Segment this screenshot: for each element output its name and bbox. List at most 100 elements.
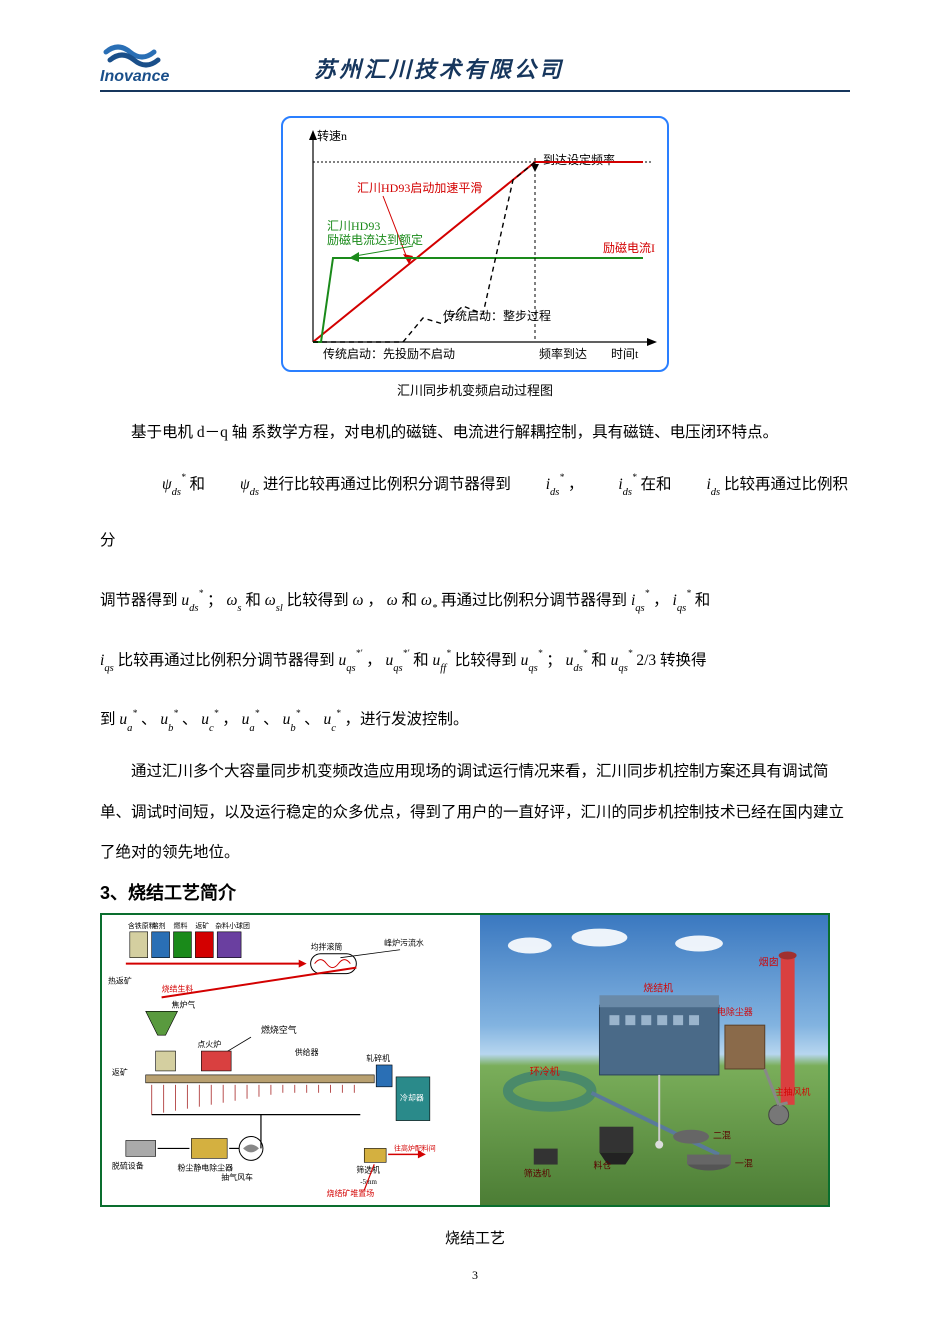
text: ； (207, 592, 223, 609)
text: ， (653, 592, 669, 609)
text: 比较再通过比例积分调节器得到 (118, 652, 335, 669)
u-ff-star: uff* (433, 633, 451, 689)
coke-gas-label: 焦炉气 (172, 1000, 196, 1010)
text: 再通过比例积分调节器得到 (441, 592, 627, 609)
u-c-star: uc* (201, 692, 218, 748)
text: 和 (591, 652, 607, 669)
return-label: 返矿 (112, 1067, 128, 1077)
silo-label: 料仓 (593, 1160, 611, 1171)
omega-sl: ωsl (265, 573, 283, 629)
text: ， (366, 652, 382, 669)
text: ， (367, 592, 383, 609)
u-ds-star-2: uds* (566, 633, 588, 689)
omega-s: ωs (226, 573, 241, 629)
omega-2: ω (387, 573, 398, 629)
i-qs-star: iqs* (631, 573, 649, 629)
u-qs-star-prime: uqs*' (338, 633, 362, 689)
paragraph-4: iqs 比较再通过比例积分调节器得到 uqs*' ， uqs*' 和 uff* … (100, 633, 850, 689)
text: 2/3 转换得 (636, 652, 706, 669)
paragraph-1: 基于电机 d－q 轴 系数学方程，对电机的磁链、电流进行解耦控制，具有磁链、电压… (100, 413, 850, 453)
bin-label-2: 燃料 (174, 921, 188, 930)
inovance-logo: Inovance (100, 40, 174, 84)
text: 调节器得到 (100, 592, 178, 609)
figure2-caption: 烧结工艺 (100, 1227, 850, 1248)
text: 和 (695, 592, 711, 609)
desulf-label: 脱硫设备 (112, 1160, 144, 1170)
i-qs-star-2: iqs* (673, 573, 691, 629)
text: ，进行发波控制。 (344, 711, 468, 728)
startup-chart-wrap: 转速n 到达设定频率 汇川HD93启动加速平滑 汇川HD93 励磁电流达到额定 … (100, 116, 850, 372)
red-line-label: 汇川HD93启动加速平滑 (357, 181, 482, 195)
green-bottom-label: 励磁电流达到额定 (327, 232, 423, 247)
bottom-right-label: 时间t (611, 347, 639, 361)
psi-ds: ψds (209, 457, 259, 513)
i-ds: ids (675, 457, 720, 513)
paragraph-2: ψds* 和 ψds 进行比较再通过比例积分调节器得到 ids* ， ids* … (100, 457, 850, 569)
sinter-raw-label: 烧结生料 (162, 984, 194, 994)
feeder-label: 供给器 (295, 1047, 319, 1057)
ring-cooler-label: 环冷机 (529, 1065, 559, 1078)
u-b-star: ub* (160, 692, 178, 748)
main-fan-label: 主抽风机 (774, 1086, 810, 1097)
text: 、 (263, 711, 279, 728)
to-bf-label: 往高炉配料间 (394, 1144, 436, 1153)
head-label: 筛选机 (523, 1168, 550, 1179)
hot-air-label: 燃烧空气 (261, 1024, 297, 1035)
text: 比较得到 (287, 592, 349, 609)
bin-label-1: 熔剂 (152, 921, 166, 930)
esp-label: 粉尘静电除尘器 (178, 1162, 234, 1172)
i-ds-star: ids* (515, 457, 564, 513)
text: 和 (190, 476, 206, 493)
screen-label: 筛选机 (356, 1164, 380, 1174)
u-b-star-2: ub* (283, 692, 301, 748)
logo-text: Inovance (100, 68, 169, 84)
startup-chart: 转速n 到达设定频率 汇川HD93启动加速平滑 汇川HD93 励磁电流达到额定 … (281, 116, 669, 372)
text: 和 (413, 652, 429, 669)
mix1-label: 一混 (734, 1159, 752, 1169)
i-ds-star-2: ids* (587, 457, 636, 513)
bottom-left-label: 传统启动：先投励不启动 (323, 346, 455, 361)
omega: ω (353, 573, 364, 629)
furnace-water-label: 峰炉污流水 (384, 938, 424, 948)
mix-drum-label: 均拌滚筒 (311, 942, 343, 952)
u-qs-star-prime-2: uqs*' (386, 633, 410, 689)
u-ds-star: uds* (181, 573, 203, 629)
paragraph-5: 到 ua* 、 ub* 、 uc* ， ua* 、 ub* 、 uc* ，进行发… (100, 692, 850, 748)
u-qs-star-4: uqs* (611, 633, 633, 689)
text: 、 (182, 711, 198, 728)
paragraph-3: 调节器得到 uds* ； ωs 和 ωsl 比较得到 ω ， ω 和 ω* 再通… (100, 573, 850, 629)
u-qs-star-3: uqs* (521, 633, 543, 689)
text: ； (546, 652, 562, 669)
i-qs: iqs (100, 633, 114, 689)
psi-ds-star: ψds* (131, 457, 186, 513)
sintering-flow-diagram: 含铁原料 熔剂 燃料 返矿 杂料小球团 均拌滚筒 峰炉污流水 烧结生料 热返矿 … (102, 915, 480, 1205)
text: ， (568, 476, 584, 493)
header-divider (100, 90, 850, 92)
fan-label: 抽气风车 (221, 1172, 253, 1182)
crusher-label: 轧碎机 (366, 1053, 390, 1063)
text: 和 (245, 592, 261, 609)
y-axis-label: 转速n (317, 128, 347, 143)
main-esp-label: 电除尘器 (716, 1006, 752, 1017)
right-label: 励磁电流I (603, 240, 655, 255)
chimney-label: 烟囱 (758, 956, 778, 969)
sintering-3d-view: 烟囱 烧结机 电除尘器 主抽风机 环冷机 料仓 (480, 915, 828, 1205)
section-3-heading: 3、烧结工艺简介 (100, 879, 850, 905)
cooler-label: 冷却器 (400, 1093, 424, 1103)
company-name: 苏州汇川技术有限公司 (314, 52, 564, 84)
page-number: 3 (100, 1268, 850, 1283)
paragraph-6: 通过汇川多个大容量同步机变频改造应用现场的调试运行情况来看，汇川同步机控制方案还… (100, 752, 850, 873)
chart1-caption: 汇川同步机变频启动过程图 (100, 380, 850, 399)
text: 在和 (641, 476, 672, 493)
text: 、 (141, 711, 157, 728)
page-header: Inovance 苏州汇川技术有限公司 (100, 40, 850, 84)
text: 比较得到 (455, 652, 517, 669)
u-c-star-2: uc* (324, 692, 341, 748)
u-a-star-2: ua* (242, 692, 260, 748)
bottom-mid-label: 频率到达 (539, 346, 587, 361)
text: 、 (304, 711, 320, 728)
sintering-figure: 含铁原料 熔剂 燃料 返矿 杂料小球团 均拌滚筒 峰炉污流水 烧结生料 热返矿 … (100, 913, 830, 1207)
text: 和 (402, 592, 418, 609)
hot-return-label: 热返矿 (108, 976, 132, 986)
stockyard-label: 烧结矿堆置场 (327, 1188, 375, 1198)
